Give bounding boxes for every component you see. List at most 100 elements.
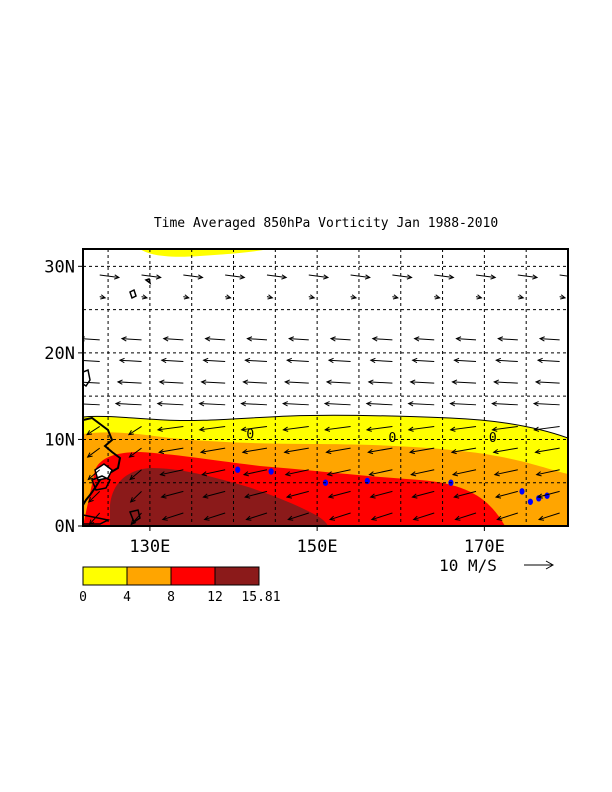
wind-vector xyxy=(204,512,226,521)
wind-vector xyxy=(326,381,351,384)
wind-vector xyxy=(492,403,518,406)
wind-vector xyxy=(538,512,560,521)
wind-vector xyxy=(287,359,309,363)
wind-vector-head xyxy=(203,515,210,521)
map-plot-area: 0 0 0 xyxy=(76,249,568,526)
wind-vector-head xyxy=(323,274,330,280)
wind-vector-head xyxy=(406,274,413,280)
wind-vector xyxy=(205,338,226,341)
wind-vector xyxy=(324,403,351,406)
wind-vector-head xyxy=(493,379,500,385)
coastline-ryukyu xyxy=(129,278,152,300)
wind-vector xyxy=(410,381,435,384)
wind-vector xyxy=(454,490,477,498)
wind-vector xyxy=(392,274,412,279)
lon-tick-label: 170E xyxy=(464,537,505,557)
wind-vector-head xyxy=(450,448,457,455)
wind-vector-head xyxy=(114,401,121,407)
wind-vector xyxy=(330,338,351,341)
wind-vector-head xyxy=(240,426,247,432)
wind-vector-head xyxy=(242,379,249,385)
wind-vector-head xyxy=(282,401,288,407)
wind-vector xyxy=(159,447,184,453)
wind-vector-head xyxy=(369,357,376,364)
wind-vector-head xyxy=(327,357,334,364)
wind-vector-head xyxy=(326,471,333,477)
wind-vector xyxy=(372,338,393,341)
contour-labels: 0 0 0 xyxy=(246,427,496,445)
wind-vector-head xyxy=(497,336,504,342)
island-marker xyxy=(527,498,533,505)
wind-vector xyxy=(243,469,268,476)
wind-vector xyxy=(329,512,351,521)
vorticity-band-12-plus xyxy=(110,468,328,526)
wind-vector xyxy=(83,403,100,406)
wind-vector xyxy=(83,381,100,384)
wind-vector-head xyxy=(328,515,336,521)
wind-vector-head xyxy=(156,401,163,407)
wind-vector-head xyxy=(455,336,462,342)
wind-vector-head xyxy=(532,274,539,280)
wind-vector xyxy=(308,274,329,279)
wind-vector xyxy=(413,512,435,521)
wind-vector xyxy=(246,512,268,521)
wind-vector xyxy=(452,469,477,476)
wind-vector xyxy=(201,381,226,384)
colorbar-level-label: 0 xyxy=(79,590,87,605)
lat-tick-label: 30N xyxy=(44,257,75,277)
map-frame xyxy=(82,248,569,527)
wind-vector-head xyxy=(162,336,169,342)
wind-vector-head xyxy=(118,357,125,364)
wind-vector xyxy=(450,403,477,406)
wind-vector xyxy=(371,512,393,521)
wind-vector-head xyxy=(156,426,163,432)
wind-vector-head xyxy=(120,336,127,342)
wind-vector-head xyxy=(114,274,121,280)
wind-vector xyxy=(121,338,142,341)
wind-vector-head xyxy=(202,493,209,499)
wind-vector xyxy=(160,469,184,476)
wind-vector xyxy=(498,338,518,341)
wind-vector xyxy=(247,338,267,341)
wind-vector-head xyxy=(392,294,399,300)
wind-vector-head xyxy=(76,380,81,384)
wind-vector-head xyxy=(197,274,204,280)
wind-vector xyxy=(475,274,496,279)
wind-vector-head xyxy=(532,401,539,407)
wind-vector xyxy=(350,274,370,279)
wind-vector-head xyxy=(309,294,316,300)
wind-vector xyxy=(369,469,393,476)
wind-vector-head xyxy=(88,497,94,503)
wind-vector xyxy=(492,425,518,431)
wind-vector xyxy=(119,359,142,363)
wind-vector-head xyxy=(267,294,274,300)
wind-vector-head xyxy=(116,379,123,385)
wind-vector xyxy=(535,447,560,453)
wind-vector xyxy=(203,359,226,363)
wind-vector-head xyxy=(536,493,543,499)
wind-vector xyxy=(328,359,351,363)
colorbar: 0 4 8 12 15.81 xyxy=(79,566,281,605)
wind-vector-head xyxy=(198,401,205,407)
wind-vector-head xyxy=(288,336,294,342)
latitude-tick-labels: 0N 10N 20N 30N xyxy=(44,257,83,537)
wind-vector-head xyxy=(204,336,211,342)
wind-vector-head xyxy=(490,274,497,280)
wind-vector xyxy=(534,403,560,406)
wind-vector-head xyxy=(367,448,374,455)
wind-vector-head xyxy=(240,401,247,407)
coastline-taiwan xyxy=(83,368,91,388)
wind-vector-head xyxy=(491,401,498,407)
wind-vector xyxy=(285,469,309,476)
wind-vector-head xyxy=(351,294,358,300)
wind-vector-head xyxy=(161,515,168,521)
wind-vector xyxy=(157,425,184,431)
wind-vector xyxy=(327,469,351,476)
wind-vector-head xyxy=(448,274,455,280)
wind-vector xyxy=(161,490,184,498)
wind-vector-head xyxy=(453,357,460,364)
wind-vector xyxy=(130,491,142,503)
wind-vector xyxy=(245,359,267,363)
wind-vector xyxy=(199,403,226,406)
wind-vector xyxy=(450,425,477,431)
